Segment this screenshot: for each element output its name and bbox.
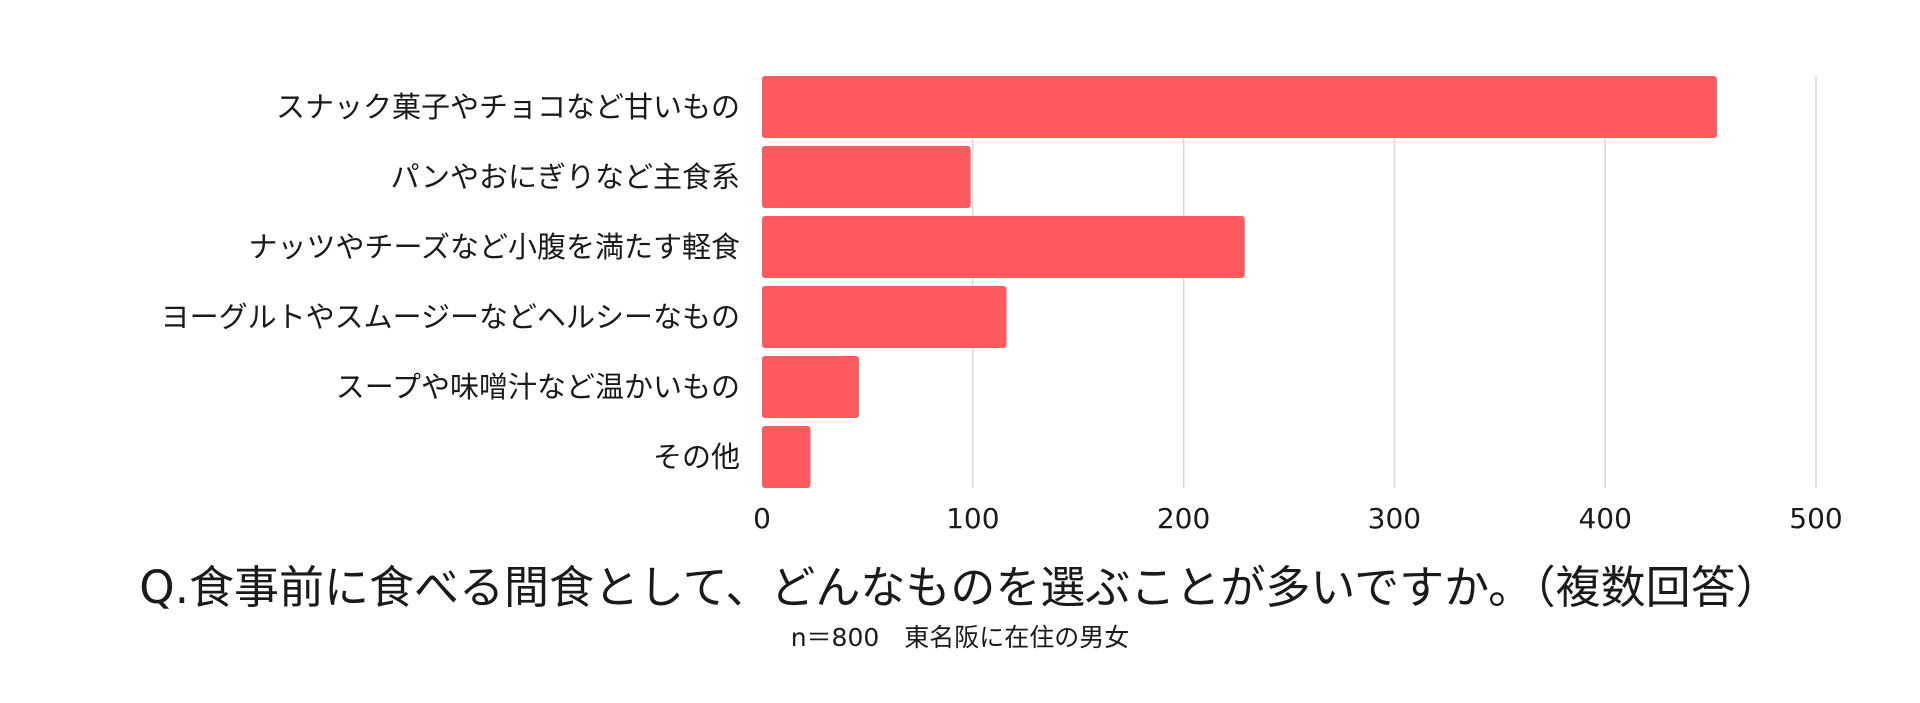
bar-chart: スナック菓子やチョコなど甘いものパンやおにぎりなど主食系ナッツやチーズなど小腹を…	[161, 76, 1843, 535]
x-tick-label-300: 300	[1368, 502, 1421, 535]
chart-title: Q.食事前に食べる間食として、どんなものを選ぶことが多いですか。（複数回答）	[139, 561, 1781, 614]
bar-6	[762, 426, 811, 488]
bar-2	[762, 146, 971, 208]
category-label-2: パンやおにぎりなど主食系	[391, 160, 740, 194]
category-label-1: スナック菓子やチョコなど甘いもの	[276, 90, 740, 124]
bar-4	[762, 286, 1007, 348]
x-tick-label-200: 200	[1157, 502, 1210, 535]
x-axis-tick-labels: 0 100 200 300 400 500	[753, 502, 1843, 535]
category-label-6: その他	[653, 440, 740, 474]
x-tick-label-400: 400	[1578, 502, 1631, 535]
category-label-5: スープや味噌汁など温かいもの	[336, 370, 740, 404]
bar-1	[762, 76, 1717, 138]
bars	[762, 76, 1717, 488]
x-tick-label-0: 0	[753, 502, 771, 535]
category-label-4: ヨーグルトやスムージーなどヘルシーなもの	[161, 300, 740, 334]
x-tick-label-100: 100	[946, 502, 999, 535]
grid-lines	[972, 76, 1817, 488]
bar-5	[762, 356, 859, 418]
bar-3	[762, 216, 1245, 278]
x-tick-label-500: 500	[1789, 502, 1842, 535]
category-label-3: ナッツやチーズなど小腹を満たす軽食	[248, 230, 740, 264]
chart-subtitle: n＝800 東名阪に在住の男女	[790, 623, 1130, 652]
category-labels: スナック菓子やチョコなど甘いものパンやおにぎりなど主食系ナッツやチーズなど小腹を…	[161, 90, 740, 474]
